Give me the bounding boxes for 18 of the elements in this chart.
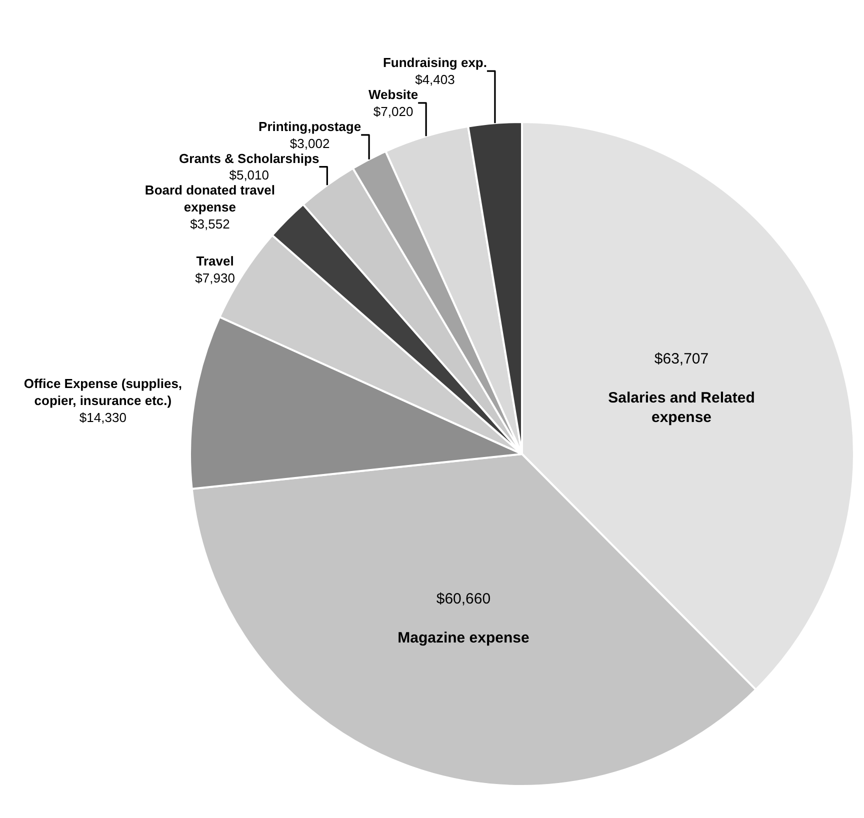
slice-label: Magazine expense: [398, 629, 530, 646]
data-label: $7,930: [195, 270, 235, 286]
data-label: $4,403: [415, 72, 455, 88]
data-label: $3,002: [290, 136, 330, 151]
slice-label: Grants & Scholarships: [179, 150, 320, 166]
slice-label: Travel: [196, 254, 234, 269]
slice-label: Board donated travel expense: [144, 182, 275, 215]
data-label: $63,707: [654, 350, 709, 368]
data-label: $60,660: [436, 590, 491, 608]
slice-label: Salaries and Related expense: [608, 390, 755, 426]
slice-label: Office Expense (supplies, copier, insurance etc.): [24, 376, 182, 408]
slice-label: Fundraising exp.: [382, 55, 487, 70]
data-label: $3,552: [190, 216, 230, 232]
data-label: $5,010: [229, 168, 269, 183]
slice-label: Printing,postage: [258, 118, 362, 134]
data-label: $14,330: [79, 410, 126, 425]
slice-label: Website: [368, 87, 418, 102]
data-label: $7,020: [373, 104, 414, 119]
